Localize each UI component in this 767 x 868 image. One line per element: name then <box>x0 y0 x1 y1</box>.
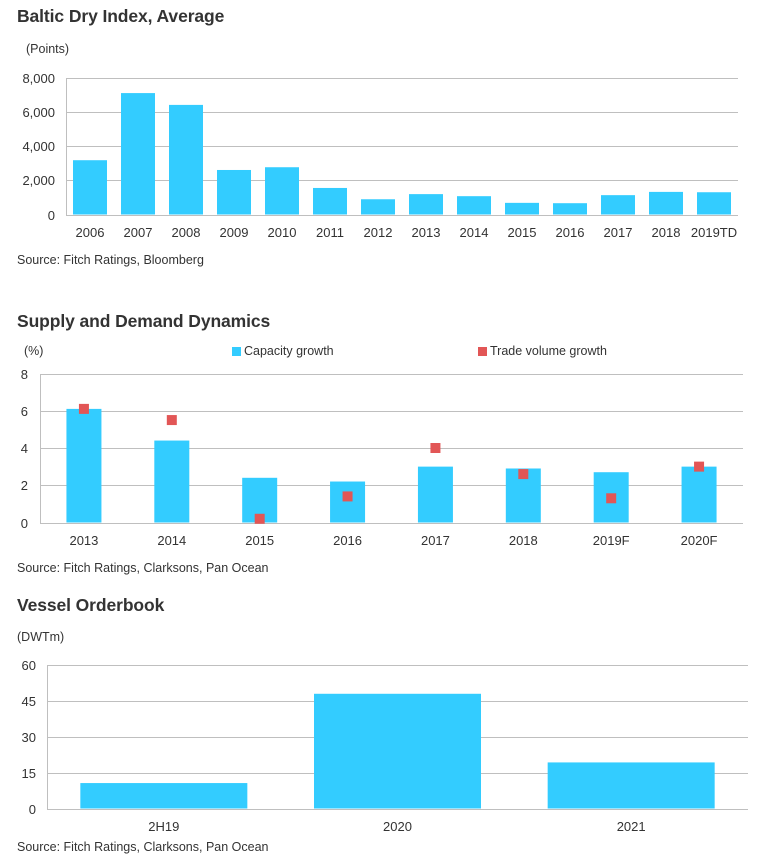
y-tick-label: 0 <box>29 802 36 817</box>
bar-2017 <box>417 466 453 523</box>
marker-trade-volume-2018 <box>518 469 529 480</box>
marker-trade-volume-2020f <box>694 461 705 472</box>
bar-2021 <box>547 762 715 809</box>
marker-trade-volume-2019f <box>606 493 617 504</box>
bar-2007 <box>121 93 155 215</box>
orderbook-y-unit-label: (DWTm) <box>17 630 65 644</box>
x-tick-label: 2019F <box>593 533 630 548</box>
x-tick-label: 2020F <box>681 533 718 548</box>
x-tick-label: 2021 <box>617 819 646 834</box>
x-tick-label: 2016 <box>333 533 362 548</box>
x-tick-label: 2015 <box>245 533 274 548</box>
x-tick-label: 2017 <box>421 533 450 548</box>
bar-2013 <box>66 408 102 523</box>
bar-2017 <box>601 195 635 215</box>
x-tick-label: 2016 <box>556 225 585 240</box>
x-tick-label: 2018 <box>509 533 538 548</box>
y-tick-label: 8 <box>21 367 28 382</box>
bdi-bar-chart: 0 2,000 4,000 6,000 8,000 2006 2007 2008 2009 201… <box>22 71 738 240</box>
bar-2013 <box>409 194 443 215</box>
x-tick-label: 2012 <box>364 225 393 240</box>
x-tick-label: 2020 <box>383 819 412 834</box>
orderbook-chart-title: Vessel Orderbook <box>17 595 165 615</box>
marker-trade-volume-2013 <box>78 403 89 414</box>
bar-2016 <box>330 481 366 523</box>
marker-trade-volume-2016 <box>342 491 353 502</box>
y-tick-label: 6 <box>21 404 28 419</box>
y-tick-label: 6,000 <box>22 105 55 120</box>
y-tick-label: 30 <box>22 730 36 745</box>
y-tick-label: 2 <box>21 478 28 493</box>
supply-demand-combo-chart: 0 2 4 6 8 2013 2014 2015 2016 2017 2018 2019F 2020F <box>21 367 743 548</box>
bar-2016 <box>553 203 587 215</box>
y-tick-label: 15 <box>22 766 36 781</box>
bar-2014 <box>154 440 190 523</box>
x-tick-label: 2014 <box>460 225 489 240</box>
supply-demand-chart-title: Supply and Demand Dynamics <box>17 311 271 331</box>
bar-2011 <box>313 187 347 215</box>
bar-2012 <box>361 199 395 215</box>
bar-2014 <box>457 196 491 215</box>
y-tick-label: 45 <box>22 694 36 709</box>
bar-2018 <box>649 191 683 215</box>
y-tick-label: 2,000 <box>22 173 55 188</box>
x-tick-label: 2019TD <box>691 225 737 240</box>
orderbook-bar-chart: 0 15 30 45 60 2H19 2020 2021 <box>22 658 748 834</box>
x-tick-label: 2010 <box>268 225 297 240</box>
x-tick-label: 2013 <box>412 225 441 240</box>
y-tick-label: 4 <box>21 441 28 456</box>
x-tick-label: 2014 <box>157 533 186 548</box>
bar-2020 <box>314 693 481 809</box>
bar-2008 <box>169 104 203 215</box>
x-tick-label: 2017 <box>604 225 633 240</box>
marker-trade-volume-2014 <box>166 415 177 426</box>
bar-2010 <box>265 167 299 215</box>
marker-trade-volume-2017 <box>430 443 441 453</box>
bdi-source-note: Source: Fitch Ratings, Bloomberg <box>17 253 204 267</box>
bar-2015 <box>505 202 539 215</box>
x-tick-label: 2007 <box>124 225 153 240</box>
orderbook-source-note: Source: Fitch Ratings, Clarksons, Pan Oc… <box>17 840 269 854</box>
capacity-growth-swatch-icon <box>232 346 241 356</box>
bdi-chart-title: Baltic Dry Index, Average <box>17 6 225 26</box>
x-tick-label: 2018 <box>652 225 681 240</box>
y-tick-label: 60 <box>22 658 36 673</box>
marker-trade-volume-2015 <box>254 513 265 524</box>
bar-2006 <box>73 160 107 215</box>
bdi-y-unit-label: (Points) <box>26 42 70 56</box>
x-tick-label: 2013 <box>69 533 98 548</box>
x-tick-label: 2009 <box>220 225 249 240</box>
bar-2020f <box>681 466 717 523</box>
y-tick-label: 0 <box>21 516 28 531</box>
y-tick-label: 0 <box>48 208 55 223</box>
bar-2009 <box>217 169 251 215</box>
bar-2019td <box>697 192 731 215</box>
trade-volume-growth-swatch-icon <box>478 346 487 356</box>
x-tick-label: 2006 <box>76 225 105 240</box>
x-tick-label: 2008 <box>172 225 201 240</box>
y-tick-label: 4,000 <box>22 139 55 154</box>
legend-label-capacity-growth: Capacity growth <box>244 344 334 358</box>
supply-demand-y-unit-label: (%) <box>24 344 44 358</box>
x-tick-label: 2011 <box>316 225 344 240</box>
x-tick-label: 2H19 <box>148 819 179 834</box>
legend-item-trade-volume-growth: Trade volume growth <box>478 344 607 358</box>
legend-label-trade-volume-growth: Trade volume growth <box>490 344 607 358</box>
bar-2h19 <box>80 783 248 809</box>
x-tick-label: 2015 <box>508 225 537 240</box>
y-tick-label: 8,000 <box>22 71 55 86</box>
supply-demand-source-note: Source: Fitch Ratings, Clarksons, Pan Oc… <box>17 561 269 575</box>
legend-item-capacity-growth: Capacity growth <box>232 344 334 358</box>
